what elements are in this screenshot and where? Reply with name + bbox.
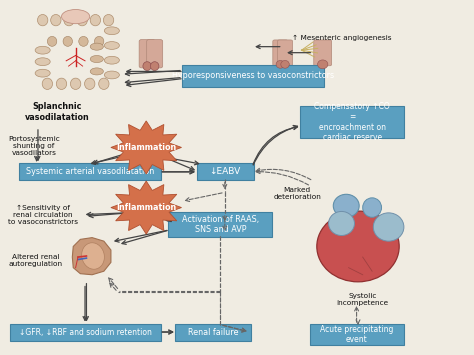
FancyBboxPatch shape — [146, 40, 163, 68]
Text: Systolic
incompetence: Systolic incompetence — [337, 293, 389, 306]
Ellipse shape — [333, 194, 359, 217]
FancyBboxPatch shape — [19, 163, 161, 180]
Ellipse shape — [56, 78, 67, 89]
Ellipse shape — [63, 37, 73, 46]
FancyBboxPatch shape — [197, 163, 254, 180]
FancyBboxPatch shape — [182, 65, 324, 87]
Ellipse shape — [99, 78, 109, 89]
Ellipse shape — [104, 56, 119, 64]
Polygon shape — [73, 237, 111, 275]
FancyBboxPatch shape — [277, 40, 292, 66]
Ellipse shape — [363, 198, 382, 217]
Ellipse shape — [90, 43, 103, 50]
Ellipse shape — [276, 60, 284, 68]
Ellipse shape — [104, 27, 119, 35]
Ellipse shape — [35, 69, 50, 77]
FancyBboxPatch shape — [139, 40, 155, 68]
Text: Marked
deterioration: Marked deterioration — [273, 187, 321, 200]
FancyBboxPatch shape — [314, 40, 332, 66]
Ellipse shape — [79, 37, 88, 46]
Ellipse shape — [328, 212, 355, 235]
Ellipse shape — [77, 15, 87, 26]
Text: ↑ Mesenteric angiogenesis: ↑ Mesenteric angiogenesis — [292, 35, 391, 41]
Text: Splanchnic
vasodilatation: Splanchnic vasodilatation — [25, 102, 89, 122]
Text: Systemic arterial vasodilatation: Systemic arterial vasodilatation — [26, 167, 154, 176]
Text: Altered renal
autoregulation: Altered renal autoregulation — [9, 254, 63, 267]
Ellipse shape — [90, 15, 100, 26]
Ellipse shape — [42, 78, 53, 89]
Ellipse shape — [51, 15, 61, 26]
Ellipse shape — [90, 55, 103, 62]
Ellipse shape — [37, 15, 48, 26]
FancyBboxPatch shape — [10, 323, 161, 340]
Polygon shape — [111, 121, 182, 174]
FancyBboxPatch shape — [175, 323, 251, 340]
Text: Acute precipitating
event: Acute precipitating event — [320, 325, 393, 344]
Ellipse shape — [35, 58, 50, 66]
Ellipse shape — [374, 213, 404, 241]
Ellipse shape — [62, 10, 90, 24]
Ellipse shape — [90, 68, 103, 75]
Text: Portosystemic
shunting of
vasodilators: Portosystemic shunting of vasodilators — [9, 136, 60, 156]
Ellipse shape — [82, 243, 104, 269]
Ellipse shape — [103, 15, 114, 26]
Ellipse shape — [143, 62, 151, 71]
Text: Renal failure: Renal failure — [188, 328, 238, 337]
Text: ↓EABV: ↓EABV — [210, 167, 241, 176]
Ellipse shape — [104, 42, 119, 49]
FancyBboxPatch shape — [310, 324, 404, 345]
Text: Hyporesponsiveness to vasoconstrictors: Hyporesponsiveness to vasoconstrictors — [172, 71, 334, 80]
Text: Inflammation: Inflammation — [116, 203, 176, 212]
Text: Compensatory ↑CO
=
encroachment on
cardiac reserve: Compensatory ↑CO = encroachment on cardi… — [314, 102, 390, 142]
Ellipse shape — [318, 60, 328, 69]
Ellipse shape — [150, 62, 159, 71]
Ellipse shape — [281, 60, 289, 68]
Polygon shape — [111, 181, 182, 234]
Ellipse shape — [35, 46, 50, 54]
Text: ↑Sensitivity of
renal circulation
to vasoconstrictors: ↑Sensitivity of renal circulation to vas… — [9, 204, 78, 225]
Text: Inflammation: Inflammation — [116, 143, 176, 152]
Ellipse shape — [84, 78, 95, 89]
Ellipse shape — [47, 37, 57, 46]
Ellipse shape — [104, 71, 119, 79]
Ellipse shape — [64, 15, 74, 26]
Ellipse shape — [71, 78, 81, 89]
Ellipse shape — [94, 37, 104, 46]
Ellipse shape — [317, 211, 399, 282]
FancyBboxPatch shape — [273, 40, 288, 66]
FancyBboxPatch shape — [300, 106, 404, 138]
FancyBboxPatch shape — [168, 212, 273, 237]
Text: ↓GFR, ↓RBF and sodium retention: ↓GFR, ↓RBF and sodium retention — [19, 328, 152, 337]
Text: Activation of RAAS,
SNS and AVP: Activation of RAAS, SNS and AVP — [182, 215, 259, 234]
